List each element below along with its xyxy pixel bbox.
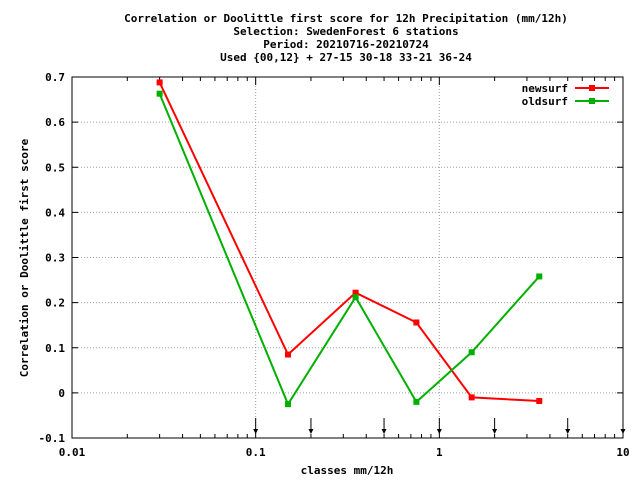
y-tick-label: 0.7: [45, 71, 65, 84]
y-axis-label: Correlation or Doolittle first score: [18, 138, 31, 377]
y-tick-label: 0.5: [45, 161, 65, 174]
x-tick-label: 0.01: [59, 446, 86, 459]
x-tick-label: 10: [616, 446, 629, 459]
x-axis-label: classes mm/12h: [301, 464, 394, 477]
series-oldsurf: [156, 90, 543, 408]
y-tick-label: 0.4: [45, 206, 65, 219]
class-limit-arrow: [381, 418, 387, 434]
class-limit-arrow: [620, 418, 626, 434]
y-tick-label: 0.6: [45, 116, 65, 129]
grid: [72, 77, 623, 438]
legend-entry-oldsurf: oldsurf: [522, 95, 609, 108]
legend-entry-newsurf: newsurf: [522, 82, 609, 95]
x-tick-label: 1: [436, 446, 443, 459]
y-tick-label: 0.2: [45, 297, 65, 310]
y-tick-label: 0: [58, 387, 65, 400]
series-line: [158, 81, 540, 402]
series-line: [158, 93, 541, 407]
x-tick-label: 0.1: [246, 446, 266, 459]
class-limit-arrow: [253, 418, 259, 434]
y-tick-label: 0.3: [45, 252, 65, 265]
chart-title-line-1: Correlation or Doolittle first score for…: [124, 12, 568, 25]
series: [156, 79, 543, 408]
chart-title-line-2: Selection: SwedenForest 6 stations: [233, 25, 458, 38]
y-tick-label: -0.1: [39, 432, 66, 445]
class-limit-arrow: [436, 418, 442, 434]
series-newsurf: [156, 79, 543, 404]
axis-ticks: -0.1 0 0.1 0.2 0.3 0.4 0.5 0.6 0.7 0.01 0.1 1 10: [39, 71, 630, 459]
class-limit-arrow: [492, 418, 498, 434]
class-limit-arrow: [308, 418, 314, 434]
chart-title: Correlation or Doolittle first score for…: [124, 12, 568, 64]
chart-title-line-4: Used {00,12} + 27-15 30-18 33-21 36-24: [220, 51, 472, 64]
legend-marker: [589, 85, 595, 91]
chart-title-line-3: Period: 20210716-20210724: [263, 38, 429, 51]
y-tick-label: 0.1: [45, 342, 65, 355]
class-limit-arrow: [565, 418, 571, 434]
legend-label: oldsurf: [522, 95, 568, 108]
legend-marker: [589, 98, 595, 104]
class-limit-arrows: [253, 418, 626, 434]
legend-label: newsurf: [522, 82, 568, 95]
